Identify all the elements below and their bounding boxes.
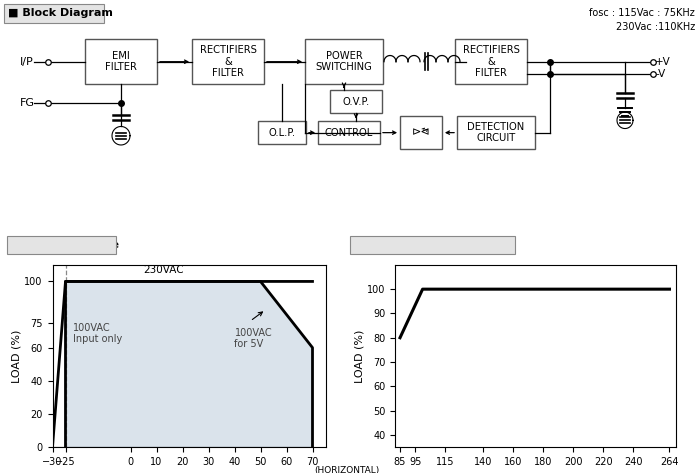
Text: I/P: I/P [20,57,34,67]
Bar [330,90,382,113]
Text: 230VAC: 230VAC [144,265,184,275]
Text: (HORIZONTAL): (HORIZONTAL) [314,466,379,473]
Y-axis label: LOAD (%): LOAD (%) [355,329,365,383]
Text: RECTIFIERS
&
FILTER: RECTIFIERS & FILTER [463,45,519,79]
Bar [85,39,157,84]
Text: EMI
FILTER: EMI FILTER [105,51,137,72]
Y-axis label: LOAD (%): LOAD (%) [12,329,22,383]
Bar [258,122,306,144]
Text: ■ Block Diagram: ■ Block Diagram [8,9,113,18]
Text: 100VAC
for 5V: 100VAC for 5V [234,328,272,350]
Text: +V: +V [655,57,671,67]
Text: O.L.P.: O.L.P. [268,128,295,138]
Bar [455,39,527,84]
Text: fosc : 115Vac : 75KHz
230Vac :110KHz: fosc : 115Vac : 75KHz 230Vac :110KHz [589,8,695,32]
Text: ■ Static Characteristics: ■ Static Characteristics [354,240,502,251]
Text: O.V.P.: O.V.P. [342,97,370,107]
Text: DETECTION
CIRCUIT: DETECTION CIRCUIT [468,122,524,143]
Bar [4,4,104,23]
Polygon shape [66,281,312,447]
Text: -V: -V [655,69,665,79]
Text: RECTIFIERS
&
FILTER: RECTIFIERS & FILTER [199,45,256,79]
Bar [318,122,380,144]
Text: 100VAC
Input only: 100VAC Input only [74,323,122,344]
Bar [400,116,442,149]
Text: FG: FG [20,98,35,108]
Text: CONTROL: CONTROL [325,128,373,138]
Bar [457,116,535,149]
Text: POWER
SWITCHING: POWER SWITCHING [316,51,372,72]
Text: ⊳⊲: ⊳⊲ [412,128,430,138]
Bar [305,39,383,84]
Text: ■ Derating Curve: ■ Derating Curve [10,240,120,251]
Bar [192,39,264,84]
